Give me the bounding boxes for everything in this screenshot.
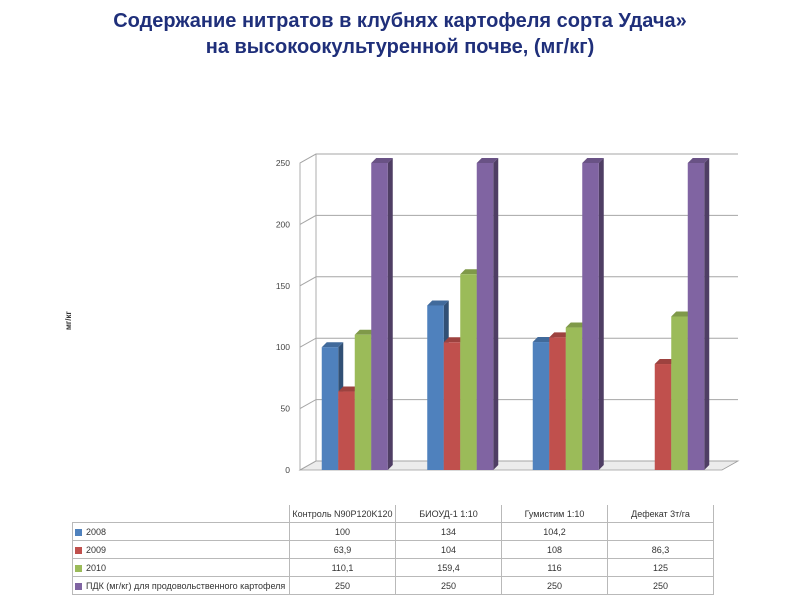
data-label: 104,2 <box>501 522 608 541</box>
category-label: Дефекат 3т/га <box>607 505 714 523</box>
bar-top <box>354 329 377 335</box>
legend-key-cell: ПДК (мг/кг) для продовольственного карто… <box>72 576 290 595</box>
bar-top <box>427 300 449 306</box>
data-label: 250 <box>501 576 608 595</box>
bar <box>671 316 688 470</box>
data-label: 250 <box>395 576 502 595</box>
y-tick-label: 200 <box>276 219 290 229</box>
bar-top <box>476 158 499 163</box>
data-label: 110,1 <box>289 558 396 577</box>
data-label: 108 <box>501 540 608 559</box>
data-label: 104 <box>395 540 502 559</box>
bar-top <box>565 322 588 328</box>
bar <box>443 342 461 470</box>
bar <box>460 274 477 470</box>
data-label: 250 <box>289 576 396 595</box>
table-row: 2010 110,1 159,4 116 125 <box>72 558 714 577</box>
bar-top <box>654 359 677 365</box>
table-corner-cell <box>73 505 290 523</box>
bar <box>687 163 705 470</box>
bar <box>654 364 672 470</box>
bar-side <box>704 158 710 470</box>
bar <box>582 163 599 470</box>
chart-side-wall <box>299 153 317 471</box>
data-label: 100 <box>289 522 396 541</box>
legend-swatch <box>75 582 82 590</box>
table-header-row: Контроль N90P120K120 БИОУД-1 1:10 Гумистим… <box>73 505 714 523</box>
bar-top <box>443 337 466 343</box>
y-tick-label: 50 <box>281 404 291 414</box>
legend-key-cell: 2009 <box>72 540 290 559</box>
series-name: 2010 <box>86 562 107 573</box>
bar-top <box>532 337 555 343</box>
bar-side <box>598 158 604 470</box>
legend-swatch <box>75 546 82 554</box>
category-label: Контроль N90P120K120 <box>289 505 396 523</box>
category-label: БИОУД-1 1:10 <box>395 505 502 523</box>
legend-swatch <box>75 564 82 572</box>
table-row: 2009 63,9 104 108 86,3 <box>72 540 714 559</box>
bar-side <box>387 158 393 470</box>
table-row: 2008 100 134 104,2 <box>72 522 714 541</box>
bar-top <box>460 269 482 275</box>
data-label: 63,9 <box>289 540 396 559</box>
data-label: 116 <box>501 558 608 577</box>
bar-top <box>549 332 571 338</box>
series-name: 2008 <box>86 526 107 537</box>
bar <box>476 163 494 470</box>
table-row: ПДК (мг/кг) для продовольственного карто… <box>72 576 714 595</box>
bar <box>371 163 388 470</box>
y-tick-label: 0 <box>285 465 290 475</box>
bar <box>549 337 566 470</box>
data-label: 125 <box>607 558 714 577</box>
data-label: 250 <box>607 576 714 595</box>
series-name: ПДК (мг/кг) для продовольственного карто… <box>86 580 286 591</box>
bar-top <box>687 158 710 163</box>
bar-top <box>582 158 604 163</box>
data-label: 159,4 <box>395 558 502 577</box>
bar <box>338 391 355 470</box>
title-line-2: на высокоокультуренной почве, (мг/кг) <box>205 36 595 58</box>
data-table: Контроль N90P120K120 БИОУД-1 1:10 Гумистим… <box>72 505 714 595</box>
bar-top <box>671 311 693 317</box>
data-label: 134 <box>395 522 502 541</box>
title-line-1: Содержание нитратов в клубнях картофеля … <box>113 10 687 32</box>
category-label: Гумистим 1:10 <box>501 505 608 523</box>
data-label: 86,3 <box>607 540 714 559</box>
chart-back-wall <box>316 154 738 461</box>
slide-title: Содержание нитратов в клубнях картофеля … <box>0 8 800 60</box>
series-name: 2009 <box>86 544 107 555</box>
bar-top <box>338 386 360 392</box>
bar <box>532 342 550 470</box>
bar <box>321 347 339 470</box>
bar-top <box>371 158 393 163</box>
legend-key-cell: 2010 <box>72 558 290 577</box>
bar-top <box>321 342 344 348</box>
bar <box>427 305 444 470</box>
data-label <box>607 522 714 541</box>
y-tick-label: 100 <box>276 342 290 352</box>
bar-side <box>493 158 499 470</box>
bar-chart: 0 50 100 150 200 250 <box>276 153 740 475</box>
bar <box>565 327 583 470</box>
legend-swatch <box>75 528 82 536</box>
gridline <box>299 153 738 164</box>
y-tick-label: 150 <box>276 281 290 291</box>
y-tick-label: 250 <box>276 158 290 168</box>
legend-key-cell: 2008 <box>72 522 290 541</box>
bar <box>354 334 372 470</box>
